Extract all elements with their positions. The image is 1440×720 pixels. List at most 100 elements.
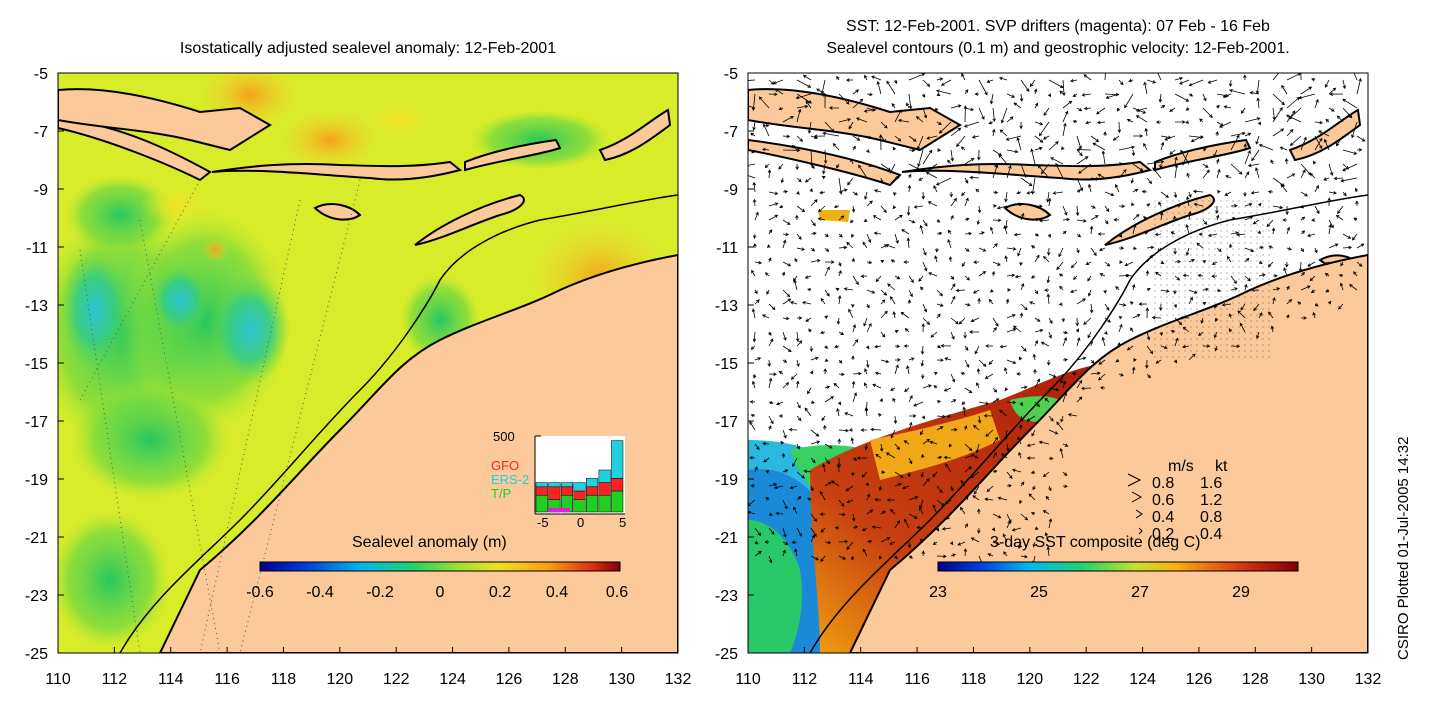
velocity-arrow bbox=[838, 359, 843, 364]
velocity-arrow bbox=[1048, 387, 1060, 392]
velocity-arrow bbox=[752, 233, 757, 240]
velocity-arrow bbox=[860, 428, 868, 432]
velocity-arrow bbox=[943, 455, 952, 460]
velocity-arrow bbox=[752, 198, 757, 207]
velocity-arrow bbox=[922, 219, 928, 227]
velocity-arrow bbox=[1117, 342, 1121, 347]
velocity-arrow bbox=[1081, 93, 1092, 97]
velocity-arrow bbox=[802, 301, 812, 305]
velocity-arrow bbox=[866, 107, 876, 112]
velocity-arrow bbox=[921, 93, 926, 98]
velocity-arrow bbox=[1118, 145, 1136, 151]
sst-colorbar bbox=[937, 561, 1299, 572]
velocity-arrow bbox=[1048, 331, 1052, 339]
velocity-arrow bbox=[998, 154, 1008, 165]
velocity-arrow bbox=[852, 324, 857, 333]
velocity-arrow bbox=[1034, 289, 1039, 295]
velocity-arrow bbox=[922, 79, 931, 87]
velocity-arrow bbox=[887, 283, 896, 291]
velocity-key-kt: 1.6 bbox=[1200, 475, 1222, 492]
velocity-arrow bbox=[893, 191, 897, 197]
velocity-arrow bbox=[1356, 261, 1363, 267]
velocity-arrow bbox=[866, 509, 874, 515]
velocity-arrow bbox=[948, 256, 953, 263]
velocity-arrow bbox=[749, 421, 756, 431]
velocity-arrow bbox=[767, 359, 772, 367]
velocity-arrow bbox=[856, 456, 868, 460]
velocity-arrow bbox=[1011, 468, 1022, 473]
velocity-arrow bbox=[908, 73, 926, 81]
velocity-arrow bbox=[754, 211, 759, 221]
velocity-arrow bbox=[894, 555, 898, 560]
velocity-arrow bbox=[1311, 78, 1316, 82]
velocity-arrow bbox=[992, 218, 1002, 223]
velocity-arrow bbox=[1117, 121, 1122, 134]
velocity-arrow bbox=[1339, 282, 1344, 291]
velocity-arrow bbox=[780, 440, 784, 445]
velocity-arrow bbox=[1145, 270, 1150, 277]
velocity-arrow bbox=[992, 513, 1002, 519]
velocity-arrow bbox=[768, 425, 772, 431]
velocity-arrow bbox=[852, 457, 858, 461]
velocity-arrow bbox=[748, 79, 756, 81]
velocity-arrow bbox=[1000, 453, 1008, 459]
velocity-arrow bbox=[1070, 261, 1078, 269]
velocity-arrow bbox=[928, 272, 938, 277]
velocity-arrow bbox=[1062, 330, 1069, 335]
velocity-arrow bbox=[1048, 518, 1053, 529]
velocity-arrow bbox=[1286, 96, 1300, 109]
velocity-arrow bbox=[988, 298, 994, 305]
velocity-arrow bbox=[976, 219, 981, 226]
velocity-arrow bbox=[1300, 271, 1305, 277]
velocity-arrow bbox=[1164, 135, 1176, 141]
velocity-arrow bbox=[922, 247, 927, 256]
lat-tick-label: -17 bbox=[25, 414, 48, 431]
velocity-arrow bbox=[1034, 233, 1040, 237]
velocity-arrow bbox=[762, 441, 770, 446]
velocity-arrow bbox=[936, 499, 945, 507]
velocity-arrow bbox=[1311, 218, 1316, 222]
velocity-arrow bbox=[781, 452, 786, 459]
velocity-arrow bbox=[852, 135, 861, 141]
velocity-arrow bbox=[1216, 104, 1220, 109]
velocity-arrow bbox=[1030, 148, 1036, 165]
velocity-arrow bbox=[1020, 163, 1027, 178]
velocity-arrow bbox=[820, 527, 826, 533]
velocity-arrow bbox=[1132, 188, 1139, 193]
velocity-arrow bbox=[1034, 121, 1044, 126]
velocity-arrow bbox=[1056, 421, 1064, 431]
velocity-arrow bbox=[1099, 273, 1106, 277]
velocity-arrow bbox=[852, 339, 859, 347]
legend-gfo: GFO bbox=[491, 458, 519, 473]
velocity-arrow bbox=[879, 555, 883, 560]
left-panel-title: Isostatically adjusted sealevel anomaly:… bbox=[179, 40, 557, 57]
velocity-arrow bbox=[908, 135, 917, 142]
velocity-arrow bbox=[964, 89, 969, 95]
velocity-arrow bbox=[1286, 314, 1290, 319]
lat-tick-label: -9 bbox=[724, 182, 738, 199]
velocity-arrow bbox=[935, 247, 939, 253]
velocity-arrow bbox=[971, 135, 980, 139]
velocity-arrow bbox=[838, 261, 842, 267]
velocity-arrow bbox=[964, 496, 969, 501]
velocity-arrow bbox=[1124, 261, 1134, 267]
velocity-arrow bbox=[838, 93, 850, 105]
velocity-arrow bbox=[903, 344, 910, 348]
velocity-arrow bbox=[1006, 288, 1012, 292]
velocity-arrow bbox=[1338, 303, 1344, 310]
velocity-arrow bbox=[1076, 189, 1082, 193]
velocity-arrow bbox=[927, 201, 938, 207]
velocity-arrow bbox=[894, 443, 901, 451]
velocity-arrow bbox=[961, 261, 966, 267]
velocity-arrow bbox=[1046, 275, 1051, 284]
velocity-arrow bbox=[782, 189, 789, 194]
velocity-arrow bbox=[1230, 163, 1243, 175]
velocity-arrow bbox=[975, 443, 980, 454]
lat-tick-label: -13 bbox=[25, 298, 48, 315]
velocity-arrow bbox=[753, 242, 757, 249]
velocity-arrow bbox=[1062, 122, 1067, 137]
velocity-arrow bbox=[790, 373, 798, 380]
velocity-arrow bbox=[782, 219, 791, 225]
velocity-arrow bbox=[900, 311, 910, 319]
velocity-arrow bbox=[1018, 356, 1023, 361]
